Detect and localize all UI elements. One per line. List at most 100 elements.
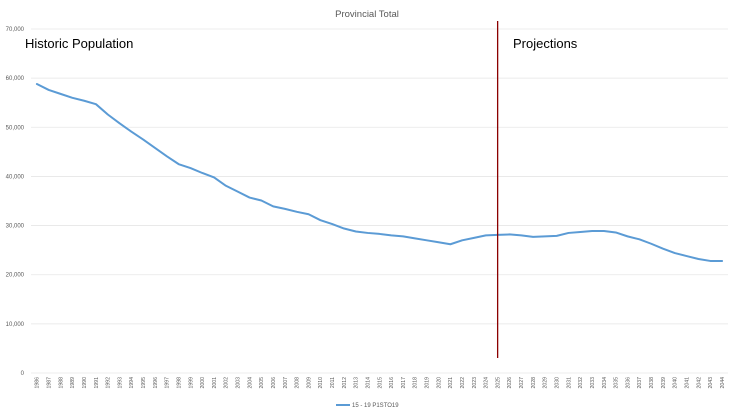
data-point xyxy=(379,233,381,235)
x-tick-label: 2013 xyxy=(354,377,360,389)
data-point xyxy=(390,234,392,236)
x-tick-label: 1996 xyxy=(153,377,159,389)
data-point xyxy=(426,239,428,241)
x-tick-label: 2014 xyxy=(365,377,371,389)
data-point xyxy=(674,252,676,254)
x-tick-label: 2043 xyxy=(708,377,714,389)
data-point xyxy=(343,228,345,230)
x-tick-label: 2003 xyxy=(236,377,242,389)
data-point xyxy=(331,223,333,225)
data-point xyxy=(237,191,239,193)
data-point xyxy=(709,260,711,262)
x-tick-label: 2011 xyxy=(330,377,336,388)
x-tick-label: 2005 xyxy=(259,377,265,389)
x-tick-label: 2019 xyxy=(425,377,431,389)
data-point xyxy=(520,234,522,236)
data-point xyxy=(603,230,605,232)
data-point xyxy=(130,131,132,133)
data-point xyxy=(414,237,416,239)
series-line xyxy=(35,83,724,262)
data-point xyxy=(638,238,640,240)
x-tick-label: 2020 xyxy=(436,377,442,389)
x-tick-label: 2040 xyxy=(673,377,679,389)
data-point xyxy=(319,219,321,221)
x-tick-label: 2009 xyxy=(306,377,312,389)
x-tick-label: 2044 xyxy=(720,377,726,389)
data-point xyxy=(485,234,487,236)
data-point xyxy=(71,97,73,99)
data-point xyxy=(627,235,629,237)
x-tick-label: 2035 xyxy=(614,377,620,389)
data-point xyxy=(284,208,286,210)
data-point xyxy=(260,200,262,202)
x-tick-label: 2037 xyxy=(637,377,643,389)
data-point xyxy=(591,230,593,232)
x-tick-label: 2017 xyxy=(401,377,407,389)
x-tick-label: 1993 xyxy=(117,377,123,389)
data-point xyxy=(473,237,475,239)
x-tick-label: 2022 xyxy=(460,377,466,389)
y-tick-label: 70,000 xyxy=(6,27,25,33)
data-point xyxy=(508,233,510,235)
x-tick-label: 2038 xyxy=(649,377,655,389)
data-point xyxy=(568,232,570,234)
data-point xyxy=(650,243,652,245)
x-tick-label: 2024 xyxy=(484,377,490,389)
x-tick-label: 2023 xyxy=(472,377,478,389)
legend-label: 15 - 19 P1STO19 xyxy=(352,403,399,409)
y-axis-ticks: 0 10,000 20,000 30,000 40,000 50,000 60,000 70,… xyxy=(6,27,25,377)
data-point xyxy=(532,236,534,238)
data-point xyxy=(686,255,688,257)
x-tick-label: 2036 xyxy=(625,377,631,389)
data-point xyxy=(154,147,156,149)
y-tick-label: 60,000 xyxy=(6,76,25,82)
x-tick-label: 1989 xyxy=(70,377,76,389)
x-tick-label: 1997 xyxy=(165,377,171,389)
x-tick-label: 2006 xyxy=(271,377,277,389)
x-tick-label: 2021 xyxy=(448,377,454,389)
legend: 15 - 19 P1STO19 xyxy=(336,403,399,409)
y-tick-label: 0 xyxy=(21,371,25,377)
x-tick-label: 1992 xyxy=(106,377,112,389)
data-point xyxy=(697,258,699,260)
data-point xyxy=(721,260,723,262)
data-point xyxy=(579,231,581,233)
x-tick-label: 1995 xyxy=(141,377,147,389)
data-point xyxy=(107,114,109,116)
data-point xyxy=(249,197,251,199)
data-point xyxy=(296,211,298,213)
x-tick-label: 1986 xyxy=(35,377,41,389)
x-tick-label: 2039 xyxy=(661,377,667,389)
data-point xyxy=(60,93,62,95)
data-point xyxy=(201,172,203,174)
x-tick-label: 2025 xyxy=(495,377,501,389)
y-tick-label: 40,000 xyxy=(6,174,25,180)
data-point xyxy=(189,167,191,169)
data-point xyxy=(166,155,168,157)
x-tick-label: 1987 xyxy=(47,377,53,389)
x-tick-label: 2002 xyxy=(224,377,230,389)
data-point xyxy=(367,232,369,234)
data-point xyxy=(36,83,38,85)
historic-population-annotation: Historic Population xyxy=(25,36,133,51)
data-point xyxy=(461,239,463,241)
data-point xyxy=(662,248,664,250)
x-axis-ticks: 1986 1987 1988 1989 1990 1991 1992 1993 1994 1995… xyxy=(35,377,726,389)
x-tick-label: 2000 xyxy=(200,377,206,389)
x-tick-label: 2001 xyxy=(212,377,218,389)
data-point xyxy=(272,205,274,207)
y-tick-label: 30,000 xyxy=(6,224,25,230)
data-point xyxy=(178,163,180,165)
data-point xyxy=(438,241,440,243)
data-point xyxy=(308,213,310,215)
x-tick-label: 2010 xyxy=(318,377,324,389)
x-tick-label: 1988 xyxy=(58,377,64,389)
x-tick-label: 1991 xyxy=(94,377,100,389)
x-tick-label: 1998 xyxy=(176,377,182,389)
x-tick-label: 2033 xyxy=(590,377,596,389)
data-point xyxy=(48,89,50,91)
data-point xyxy=(83,100,85,102)
x-tick-label: 2004 xyxy=(247,377,253,389)
data-point xyxy=(355,230,357,232)
